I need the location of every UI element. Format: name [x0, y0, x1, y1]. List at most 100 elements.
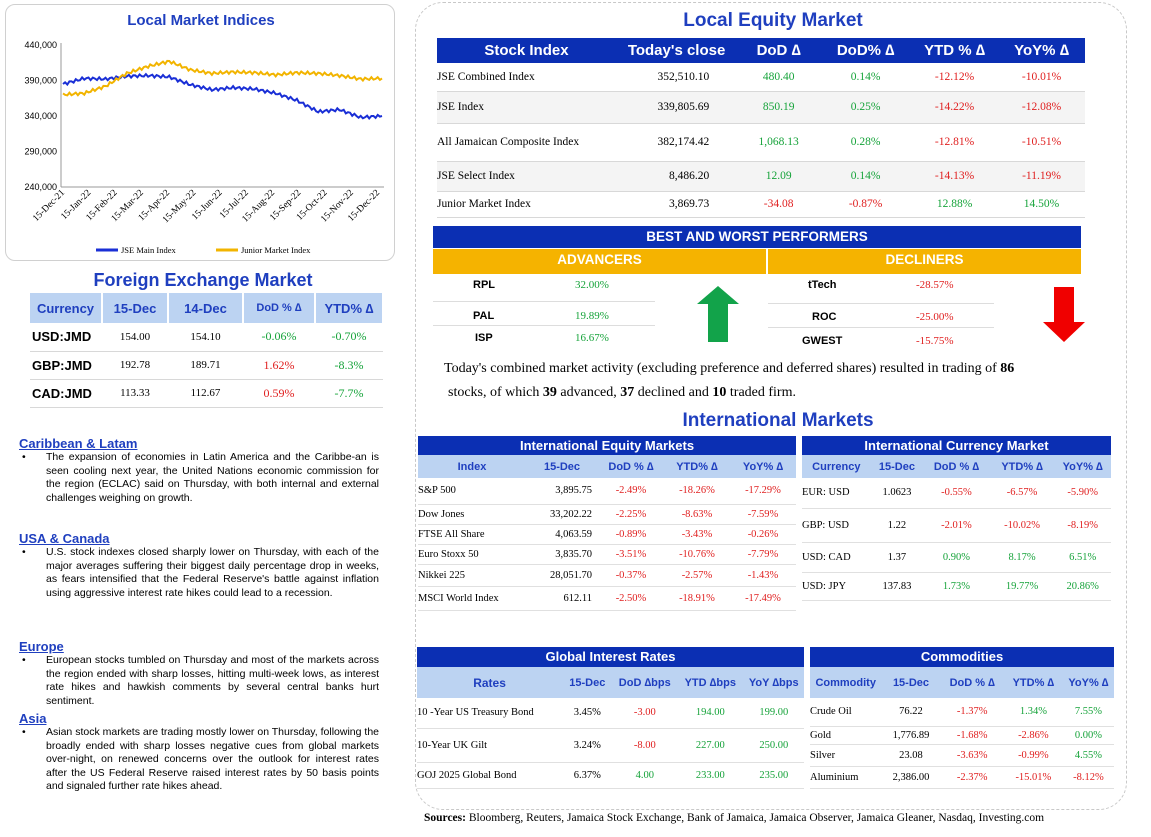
- intl-equity-title: International Equity Markets: [418, 436, 796, 455]
- summary-text: stocks, of which: [448, 385, 543, 400]
- sources-text: Bloomberg, Reuters, Jamaica Stock Exchan…: [465, 812, 1045, 824]
- advancers-list: RPL 32.00% PAL 19.89% ISP 16.67%: [433, 274, 655, 350]
- rates-header: Rates: [473, 675, 506, 690]
- legend-label: JSE Main Index: [121, 245, 177, 255]
- news-heading: Caribbean & Latam: [19, 436, 138, 451]
- local-equity-header-row: Stock Index Today's close DoD ∆ DoD% ∆ Y…: [437, 38, 1085, 63]
- advancers-header: ADVANCERS: [433, 249, 766, 274]
- intl-currency-header-row: Currency 15-Dec DoD % ∆ YTD% ∆ YoY% ∆: [802, 455, 1111, 478]
- comm-dod: -3.63%: [940, 744, 1004, 767]
- ieq-ytd: -18.91%: [664, 586, 730, 611]
- commodities-title: Commodities: [810, 647, 1114, 667]
- ieq-yoy: -1.43%: [730, 564, 796, 587]
- ieq-name: Euro Stoxx 50: [418, 544, 526, 565]
- news-block: USA & Canada U.S. stock indexes closed s…: [19, 531, 379, 639]
- intl-currency-title: International Currency Market: [802, 436, 1111, 455]
- icur-header: Currency: [812, 460, 861, 473]
- advancer-symbol: RPL: [473, 279, 495, 291]
- eq-ytd: -12.12%: [911, 63, 999, 92]
- intl-equity-header-row: Index 15-Dec DoD % ∆ YTD% ∆ YoY% ∆: [418, 455, 796, 478]
- ieq-dod: -2.50%: [598, 586, 664, 611]
- fx-header: Currency: [30, 293, 103, 323]
- eq-name: Junior Market Index: [437, 191, 616, 218]
- rates-table: Rates 15-Dec DoD ∆bps YTD ∆bps YoY ∆bps …: [417, 667, 804, 789]
- icur-dod: 1.73%: [923, 572, 990, 601]
- ieq-yoy: -0.26%: [730, 524, 796, 545]
- comm-value: 23.08: [881, 744, 941, 767]
- rates-ytd: 233.00: [677, 762, 744, 789]
- news-block: Europe European stocks tumbled on Thursd…: [19, 639, 379, 711]
- rates-yoy: 199.00: [743, 698, 804, 729]
- local-equity-table-wrap: Stock Index Today's close DoD ∆ DoD% ∆ Y…: [437, 38, 1085, 218]
- eq-dodp: 0.28%: [820, 123, 912, 162]
- eq-yoy: -12.08%: [998, 91, 1085, 124]
- decliner-pct: -15.75%: [916, 335, 954, 347]
- rates-value: 3.24%: [562, 728, 613, 763]
- comm-ytd: -15.01%: [1003, 766, 1063, 789]
- icur-ytd: 8.17%: [989, 542, 1055, 573]
- decliner-symbol: tTech: [808, 279, 837, 291]
- icur-dod: 0.90%: [923, 542, 990, 573]
- intl-equity-row: Euro Stoxx 50 3,835.70 -3.51% -10.76% -7.79%: [418, 544, 796, 565]
- fx-dod: 1.62%: [243, 351, 315, 380]
- ieq-ytd: -18.26%: [664, 478, 730, 505]
- intl-equity-row: MSCI World Index 612.11 -2.50% -18.91% -17.4…: [418, 586, 796, 611]
- local-indices-title: Local Market Indices: [127, 12, 275, 29]
- advancer-row: PAL 19.89%: [433, 302, 655, 326]
- rates-ytd: 227.00: [677, 728, 744, 763]
- comm-ytd: -2.86%: [1003, 726, 1063, 745]
- intl-equity-row: FTSE All Share 4,063.59 -0.89% -3.43% -0.26%: [418, 524, 796, 545]
- icur-name: USD: CAD: [802, 542, 871, 573]
- rates-row: 10 -Year US Treasury Bond 3.45% -3.00 194.0…: [417, 698, 804, 729]
- right-panel-border: [415, 2, 1127, 810]
- rates-header: DoD ∆bps: [618, 676, 671, 689]
- eq-name: JSE Combined Index: [437, 63, 616, 92]
- fx-value-15dec: 113.33: [102, 379, 168, 408]
- eq-header: YTD % ∆: [924, 42, 985, 59]
- eq-close: 352,510.10: [615, 63, 738, 92]
- rates-value: 3.45%: [562, 698, 613, 729]
- icur-value: 1.37: [870, 542, 924, 573]
- comm-dod: -2.37%: [940, 766, 1004, 789]
- ieq-value: 4,063.59: [526, 524, 598, 545]
- fx-ytd: -0.70%: [315, 323, 383, 352]
- summary-total: 86: [1000, 361, 1015, 376]
- fx-currency: GBP:JMD: [30, 351, 102, 380]
- intl-currency-row: GBP: USD 1.22 -2.01% -10.02% -8.19%: [802, 508, 1111, 543]
- rates-row: GOJ 2025 Global Bond 6.37% 4.00 233.00 235.0…: [417, 762, 804, 789]
- eq-dod: 480.40: [737, 63, 821, 92]
- fx-title: Foreign Exchange Market: [93, 270, 313, 290]
- commodity-row: Aluminium 2,386.00 -2.37% -15.01% -8.12%: [810, 766, 1114, 789]
- advancer-pct: 32.00%: [575, 279, 609, 291]
- rates-name: 10-Year UK Gilt: [417, 728, 563, 763]
- ieq-value: 28,051.70: [526, 564, 598, 587]
- icur-yoy: 6.51%: [1054, 542, 1111, 573]
- rates-name: 10 -Year US Treasury Bond: [417, 698, 563, 729]
- fx-value-15dec: 154.00: [102, 323, 168, 352]
- eq-ytd: -14.22%: [911, 91, 999, 124]
- comm-ytd: 1.34%: [1003, 698, 1063, 727]
- ieq-dod: -0.37%: [598, 564, 664, 587]
- summary-text: declined and: [634, 385, 713, 400]
- fx-header: 15-Dec: [102, 293, 169, 323]
- intl-equity-row: S&P 500 3,895.75 -2.49% -18.26% -17.29%: [418, 478, 796, 505]
- fx-dod: 0.59%: [243, 379, 315, 408]
- series-line: [62, 72, 383, 120]
- icur-yoy: -5.90%: [1054, 478, 1111, 509]
- intl-currency-table: Currency 15-Dec DoD % ∆ YTD% ∆ YoY% ∆ EU…: [802, 455, 1111, 601]
- advancer-symbol: PAL: [473, 310, 495, 322]
- decliner-row: GWEST -15.75%: [768, 328, 994, 352]
- performers-title: BEST AND WORST PERFORMERS: [433, 226, 1081, 248]
- comm-dod: -1.37%: [940, 698, 1004, 727]
- icur-header: YoY% ∆: [1062, 460, 1103, 473]
- ieq-yoy: -7.79%: [730, 544, 796, 565]
- y-tick-label: 440,000: [24, 40, 57, 50]
- comm-yoy: 7.55%: [1062, 698, 1114, 727]
- summary-advanced: 39: [542, 385, 557, 400]
- comm-yoy: 0.00%: [1062, 726, 1114, 745]
- icur-header: YTD% ∆: [1001, 460, 1043, 473]
- eq-close: 382,174.42: [615, 123, 738, 162]
- eq-header: Today's close: [627, 42, 726, 59]
- ieq-name: MSCI World Index: [418, 586, 526, 611]
- icur-dod: -2.01%: [923, 508, 990, 543]
